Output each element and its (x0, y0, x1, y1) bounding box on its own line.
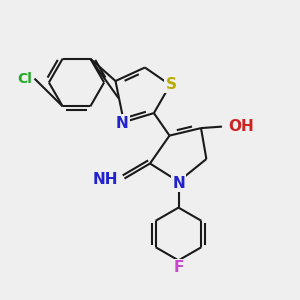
Text: OH: OH (229, 119, 254, 134)
Text: N: N (116, 116, 129, 130)
Text: N: N (172, 176, 185, 190)
Text: Cl: Cl (17, 72, 32, 86)
Text: NH: NH (92, 172, 118, 187)
Text: F: F (173, 260, 184, 275)
Text: S: S (166, 77, 176, 92)
